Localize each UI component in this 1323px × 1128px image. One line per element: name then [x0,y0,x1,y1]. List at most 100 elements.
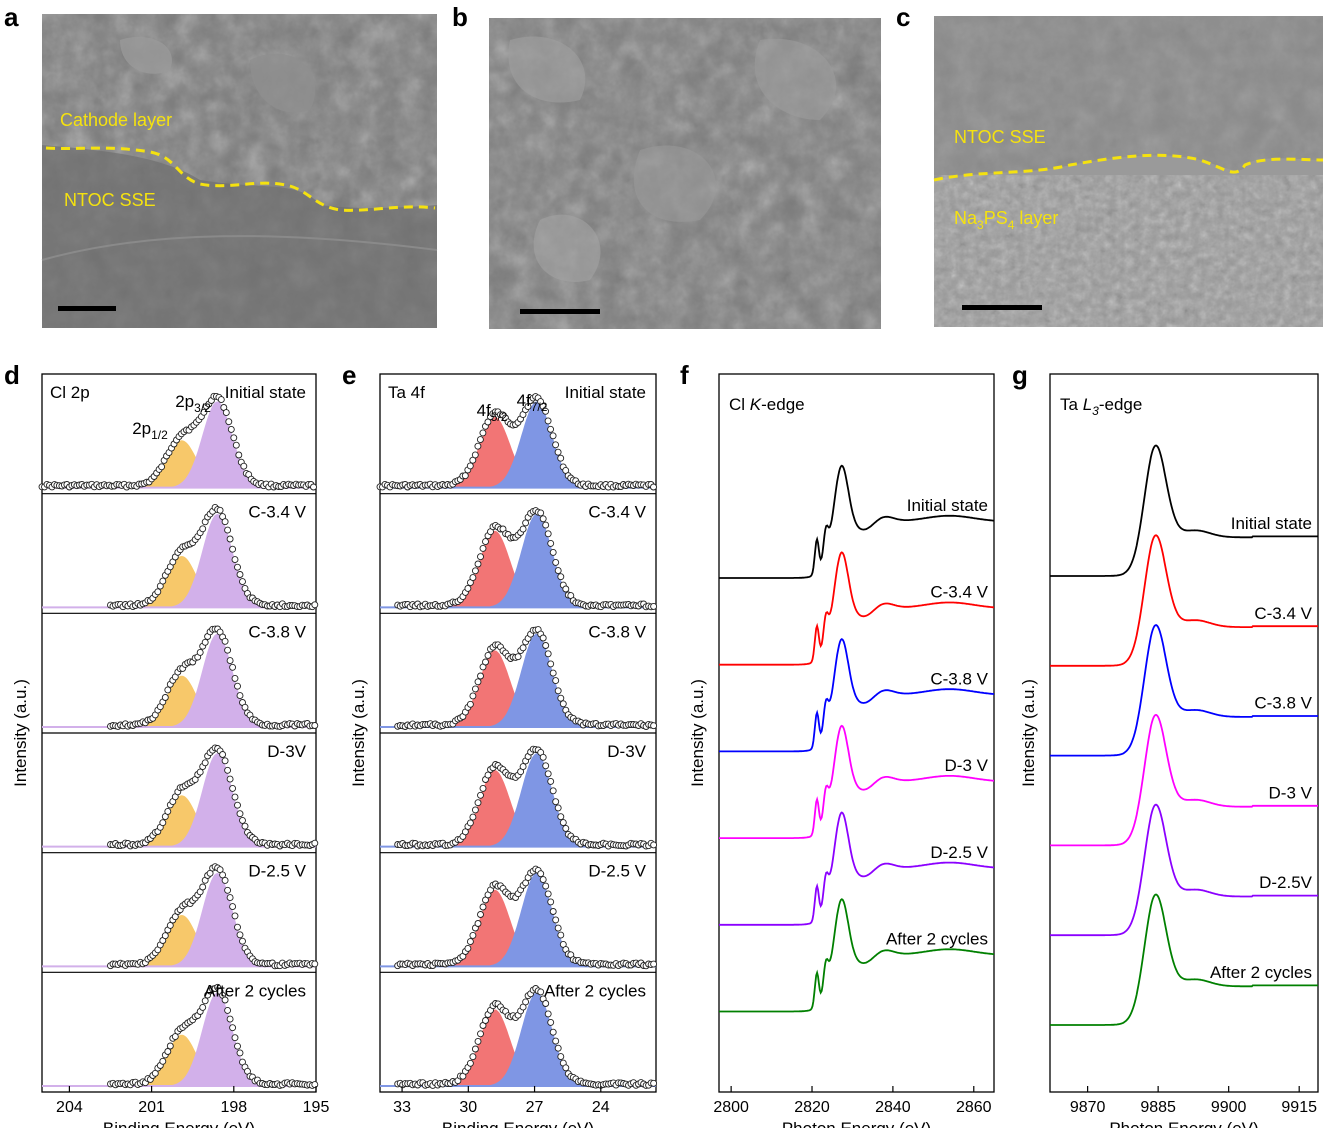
data-points [107,744,319,850]
series-label: C-3.8 V [1254,694,1312,713]
data-points [38,392,317,491]
data-points [394,985,658,1089]
series-label: D-2.5 V [248,862,306,881]
x-tick-label: 9900 [1211,1099,1247,1116]
spectrum-line [719,637,994,753]
spectrum-line [1050,713,1318,847]
sem-c-na3ps4-label: Na3PS4 layer [954,208,1058,232]
x-tick-label: 204 [56,1099,83,1116]
chart-title: Ta 4f [388,383,425,402]
spectrum-line [719,464,994,579]
spectrum-line [719,551,994,666]
sem-a-cathode-label: Cathode layer [60,110,172,130]
peak-4f7/2 [490,873,584,967]
x-tick-label: 201 [138,1099,165,1116]
spectrum-line [719,898,994,1013]
y-axis-label: Intensity (a.u.) [1019,679,1038,787]
peak-label: 2p1/2 [132,419,168,442]
peak-2p3/2 [172,401,263,488]
peak-label: 2p3/2 [175,392,211,415]
x-tick-label: 195 [303,1099,330,1116]
y-axis-label: Intensity (a.u.) [688,679,707,787]
y-axis-label: Intensity (a.u.) [349,679,368,787]
chart-title: Ta L3-edge [1060,395,1142,418]
sem-image-b [489,18,881,329]
series-label: After 2 cycles [544,981,646,1000]
x-tick-label: 2860 [956,1099,992,1116]
data-points [107,983,319,1089]
series-label: D-2.5 V [588,862,646,881]
data-points [394,745,658,850]
series-label: C-3.8 V [930,669,988,688]
data-points [376,393,657,491]
series-label: D-3 V [945,756,989,775]
x-tick-label: 27 [526,1099,544,1116]
spectrum-line [1050,803,1318,937]
data-points [394,865,658,970]
x-tick-label: 33 [393,1099,411,1116]
data-points [107,625,319,730]
peak-4f7/2 [490,514,584,608]
panel-label-d: d [4,360,20,390]
x-axis-label: Binding Energy (eV) [442,1119,594,1128]
data-points [107,863,319,970]
series-label: After 2 cycles [204,981,306,1000]
series-label: After 2 cycles [886,930,988,949]
sem-image-c: NTOC SSE Na3PS4 layer [933,16,1323,327]
panel-label-b: b [452,2,468,32]
series-label: D-3V [607,742,646,761]
chart-e-ta4f-xps: Initial state C-3.4 V C-3.8 V D-3V D-2.5 V Af… [349,373,658,1128]
series-label: Initial state [225,383,306,402]
x-tick-label: 2840 [875,1099,911,1116]
peak-fits [136,401,263,488]
panel-label-a: a [4,2,19,32]
x-tick-label: 2820 [794,1099,830,1116]
series-label: C-3.8 V [248,622,306,641]
peak-label: 4f7/2 [517,391,548,414]
x-tick-label: 198 [220,1099,247,1116]
scale-bar-b [520,309,600,314]
series-label: Initial state [565,383,646,402]
x-tick-label: 9870 [1070,1099,1106,1116]
y-axis-label: Intensity (a.u.) [11,679,30,787]
spectrum-line [1050,444,1318,577]
plot-frame [718,373,995,1093]
peak-fits [448,514,584,608]
series-label: After 2 cycles [1210,963,1312,982]
panel-label-e: e [342,360,356,390]
x-axis-label: Photon Energy (eV) [1109,1119,1258,1128]
spectrum-line [1050,534,1318,667]
sem-image-a: Cathode layer NTOC SSE [41,14,438,328]
panel-label-f: f [680,360,689,390]
x-axis-label: Photon Energy (eV) [782,1119,931,1128]
x-tick-label: 9915 [1281,1099,1317,1116]
x-axis-label: Binding Energy (eV) [103,1119,255,1128]
series-label: C-3.4 V [1254,604,1312,623]
scale-bar-c [962,305,1042,310]
peak-2p3/2 [172,514,263,608]
chart-d-cl2p-xps: Initial state C-3.4 V C-3.8 V D-3V D-2.5 V Af… [11,373,330,1128]
panel-label-g: g [1012,360,1028,390]
spectrum-line [1050,624,1318,757]
series-label: C-3.8 V [588,622,646,641]
series-label: D-3V [267,742,306,761]
series-label: D-2.5 V [930,843,988,862]
chart-title: Cl 2p [50,383,90,402]
data-points [394,507,658,611]
x-tick-label: 9885 [1140,1099,1176,1116]
spectrum-line [719,724,994,839]
scale-bar-a [58,306,116,311]
plot-frame [1049,373,1319,1093]
chart-title: Cl K-edge [729,395,805,414]
data-points [394,626,658,730]
peak-2p3/2 [172,753,263,847]
chart-f-cl-k-edge: Initial state C-3.4 V C-3.8 V D-3 V D-2.5 V A… [688,373,995,1128]
sem-a-ntoc-label: NTOC SSE [64,190,156,210]
data-points [107,503,319,611]
spectrum-line [719,811,994,926]
series-label: Initial state [1231,514,1312,533]
series-label: C-3.4 V [588,503,646,522]
peak-label: 4f5/2 [477,401,508,424]
x-tick-label: 2800 [713,1099,749,1116]
